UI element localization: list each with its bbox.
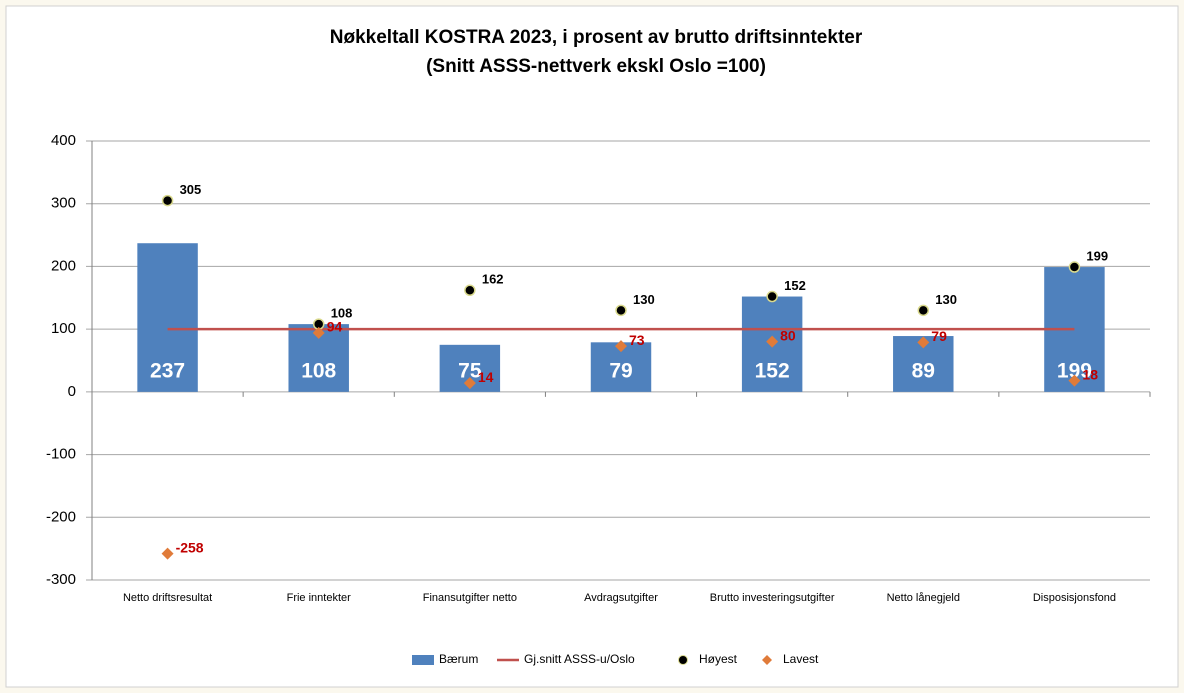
bar-label: 237 bbox=[150, 359, 185, 382]
legend-swatch bbox=[678, 655, 688, 665]
low-label: 80 bbox=[780, 327, 796, 343]
y-tick-label: 200 bbox=[51, 257, 76, 274]
y-tick-label: 0 bbox=[68, 383, 76, 400]
chart-subtitle: (Snitt ASSS-nettverk ekskl Oslo =100) bbox=[426, 56, 766, 77]
y-tick-label: -200 bbox=[46, 508, 76, 525]
low-label: -258 bbox=[176, 539, 204, 555]
x-tick-label: Netto lånegjeld bbox=[887, 592, 960, 604]
x-tick-label: Netto driftsresultat bbox=[123, 592, 212, 604]
high-marker bbox=[464, 284, 476, 297]
y-tick-label: 300 bbox=[51, 195, 76, 212]
high-label: 108 bbox=[331, 306, 353, 321]
legend-label: Gj.snitt ASSS-u/Oslo bbox=[524, 652, 635, 666]
legend-swatch bbox=[762, 655, 772, 665]
low-marker bbox=[1068, 374, 1081, 387]
y-tick-label: 100 bbox=[51, 320, 76, 337]
bar-label: 199 bbox=[1057, 359, 1092, 382]
high-label: 130 bbox=[935, 292, 957, 307]
low-label: 94 bbox=[327, 319, 343, 335]
x-tick-label: Finansutgifter netto bbox=[423, 592, 517, 604]
y-tick-label: -300 bbox=[46, 571, 76, 588]
high-marker bbox=[615, 304, 627, 317]
high-marker bbox=[1068, 261, 1081, 273]
low-label: 14 bbox=[478, 369, 494, 385]
high-marker bbox=[161, 194, 174, 207]
high-label: 162 bbox=[482, 272, 504, 287]
x-tick-label: Frie inntekter bbox=[287, 592, 352, 604]
high-label: 130 bbox=[633, 292, 655, 307]
bar-label: 79 bbox=[609, 359, 632, 382]
bar-label: 108 bbox=[301, 359, 336, 382]
low-marker bbox=[161, 547, 174, 560]
x-tick-label: Disposisjonsfond bbox=[1033, 592, 1116, 604]
low-marker bbox=[766, 335, 779, 348]
y-tick-label: 400 bbox=[51, 132, 76, 149]
legend-label: Lavest bbox=[783, 652, 819, 666]
high-marker bbox=[766, 290, 778, 303]
x-tick-label: Avdragsutgifter bbox=[584, 592, 658, 604]
high-label: 305 bbox=[180, 182, 202, 197]
chart-title: Nøkkeltall KOSTRA 2023, i prosent av bru… bbox=[330, 27, 863, 48]
legend-swatch bbox=[412, 655, 434, 665]
bar-label: 152 bbox=[755, 359, 790, 382]
low-label: 18 bbox=[1082, 366, 1098, 382]
low-marker bbox=[917, 336, 930, 349]
legend-label: Høyest bbox=[699, 652, 738, 666]
low-label: 79 bbox=[931, 328, 947, 344]
low-marker bbox=[312, 326, 325, 339]
high-label: 199 bbox=[1086, 248, 1108, 263]
bar-label: 75 bbox=[458, 359, 482, 382]
bar bbox=[137, 243, 198, 392]
low-label: 73 bbox=[629, 332, 645, 348]
high-marker bbox=[917, 304, 930, 317]
bar-label: 89 bbox=[912, 359, 935, 382]
x-tick-label: Brutto investeringsutgifter bbox=[710, 592, 835, 604]
legend-label: Bærum bbox=[439, 652, 478, 666]
low-marker bbox=[463, 377, 476, 390]
y-tick-label: -100 bbox=[46, 446, 76, 463]
low-marker bbox=[615, 340, 627, 353]
high-label: 152 bbox=[784, 278, 806, 293]
